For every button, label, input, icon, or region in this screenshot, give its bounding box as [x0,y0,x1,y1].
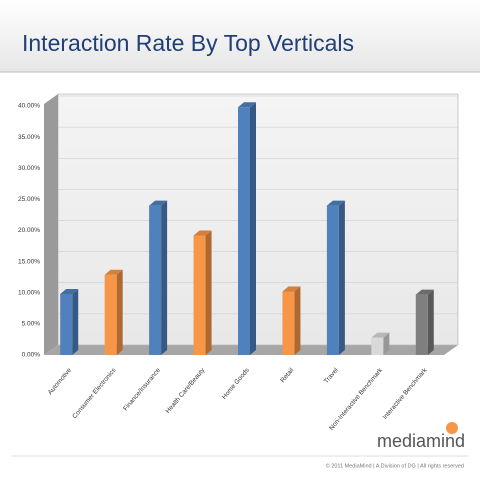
header-band [0,0,480,72]
bar-side [205,230,212,355]
logo-icon [446,422,458,434]
bar [149,205,162,355]
bar-side [161,200,168,355]
y-tick-label: 20.00% [18,227,40,234]
bar-top [371,332,390,338]
bar [104,274,117,355]
bar [371,337,384,355]
bar-top [238,102,256,108]
y-tick-label: 25.00% [18,196,40,203]
logo: mediamind [377,431,465,451]
bar-side [427,289,434,355]
y-tick-label: 40.00% [18,103,40,110]
y-tick-label: 0.00% [22,352,41,359]
footer: © 2011 MediaMind | A Division of DG | Al… [326,462,464,469]
x-tick-label: Health Care/Beauty [165,366,207,415]
bar-top [193,230,212,236]
x-tick-label: Non-Interactive Benchmark [328,366,384,431]
bar-side [294,286,301,355]
bar-top [326,200,345,206]
x-tick-label: Interactive Benchmark [382,366,429,421]
bar-side [250,102,256,356]
bar-side [116,269,123,355]
bar-side [338,200,345,355]
y-tick-label: 10.00% [18,289,40,296]
x-tick-label: Finance/Insurance [122,367,162,413]
bar [60,293,73,355]
y-tick-label: 35.00% [18,134,40,141]
bar-side [72,288,79,355]
y-tick-label: 30.00% [18,165,40,172]
bar [282,291,295,355]
x-tick-label: Consumer Electronics [71,366,118,420]
bar [193,235,206,355]
x-tick-label: Automotive [47,367,74,397]
side-wall [44,94,58,355]
y-tick-label: 15.00% [18,258,40,265]
x-tick-label: Travel [323,366,340,385]
bar-top [282,286,301,292]
chart-title: Interaction Rate By Top Verticals [22,30,354,56]
bar [415,294,428,355]
bar-top [60,288,79,294]
bar-top [415,289,434,295]
bar-top [104,269,123,275]
bar [326,205,339,355]
bar-side [383,332,390,355]
bar-top [149,200,168,206]
y-tick-label: 5.00% [22,321,41,328]
x-tick-label: Retail [279,366,295,384]
bar [238,107,250,356]
x-tick-label: Home Goods [221,366,251,400]
